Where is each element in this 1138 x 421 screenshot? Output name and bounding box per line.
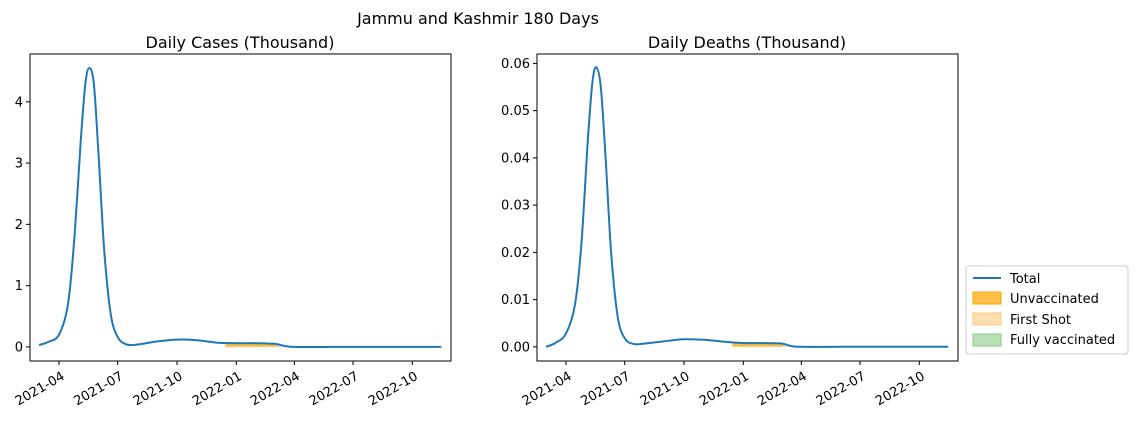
- legend-frame: [965, 265, 1129, 355]
- legend-total-label: Total: [1009, 272, 1040, 287]
- cases-chart-title: Daily Cases (Thousand): [146, 33, 335, 52]
- legend-first-shot-swatch: [972, 312, 1002, 326]
- cases-x-tick-label: 2021-10: [131, 369, 186, 409]
- legend-first-shot-label: First Shot: [1010, 313, 1071, 328]
- cases-y-tick-label: 1: [15, 279, 23, 294]
- cases-x-tick-label: 2022-07: [307, 369, 362, 409]
- cases-y-tick-label: 2: [15, 218, 23, 233]
- cases-axes-frame: [29, 53, 452, 362]
- deaths-x-tick-label: 2021-07: [579, 369, 634, 409]
- cases-axes: Daily Cases (Thousand) 2021-04 2021-07 202…: [13, 33, 452, 409]
- deaths-total-line: [545, 66, 949, 348]
- cases-x-tick-label: 2022-10: [366, 369, 421, 409]
- deaths-x-tick-label: 2021-10: [638, 369, 693, 409]
- cases-total-line: [38, 67, 442, 348]
- cases-x-tick-label: 2022-04: [248, 369, 303, 409]
- deaths-x-tick-label: 2021-04: [520, 369, 575, 409]
- cases-y-tick-label: 0: [15, 340, 23, 355]
- cases-x-tick-label: 2022-01: [190, 369, 245, 409]
- legend-fully-vaccinated-swatch: [972, 333, 1002, 347]
- figure-title: Jammu and Kashmir 180 Days: [356, 9, 599, 28]
- legend-unvaccinated-label: Unvaccinated: [1010, 292, 1099, 307]
- deaths-axes-frame: [536, 53, 959, 362]
- deaths-axes: Daily Deaths (Thousand) 2021-04 2021-07 20…: [501, 33, 959, 409]
- deaths-x-tick-label: 2022-01: [697, 369, 752, 409]
- deaths-y-tick-label: 0.02: [501, 246, 530, 261]
- cases-x-tick-label: 2021-04: [13, 369, 68, 409]
- legend-unvaccinated-swatch: [972, 291, 1002, 305]
- deaths-y-tick-label: 0.00: [501, 340, 530, 355]
- cases-x-tick-label: 2021-07: [72, 369, 127, 409]
- deaths-x-tick-label: 2022-07: [814, 369, 869, 409]
- deaths-chart-title: Daily Deaths (Thousand): [648, 33, 846, 52]
- deaths-y-tick-label: 0.05: [501, 104, 530, 119]
- deaths-y-tick-label: 0.04: [501, 151, 530, 166]
- deaths-y-tick-label: 0.06: [501, 57, 530, 72]
- legend-fully-vaccinated-label: Fully vaccinated: [1010, 333, 1115, 348]
- legend: Total Unvaccinated First Shot Fully vacc…: [965, 265, 1129, 355]
- deaths-y-tick-label: 0.03: [501, 199, 530, 214]
- deaths-y-tick-label: 0.01: [501, 293, 530, 308]
- cases-y-tick-label: 4: [15, 95, 23, 110]
- cases-y-tick-label: 3: [15, 157, 23, 172]
- deaths-x-tick-label: 2022-04: [755, 369, 810, 409]
- deaths-x-tick-label: 2022-10: [873, 369, 928, 409]
